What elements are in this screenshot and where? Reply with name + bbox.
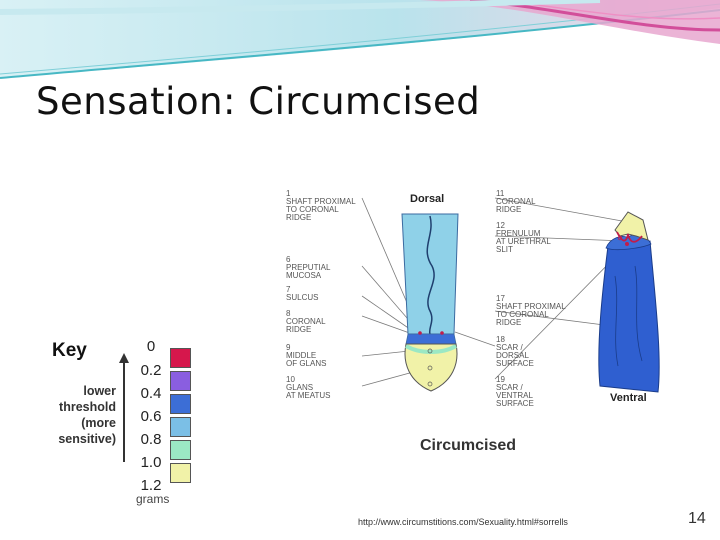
key-swatch — [170, 463, 191, 483]
key-tick: 0.2 — [140, 362, 162, 379]
key-swatch — [170, 417, 191, 437]
dorsal-view — [401, 213, 459, 392]
dorsal-label: Dorsal — [410, 193, 444, 205]
diagram-caption: Circumcised — [420, 437, 516, 454]
arrow-shaft — [123, 362, 125, 462]
label-7: 7 SULCUS — [286, 285, 318, 302]
key-note-line: sensitive) — [58, 432, 116, 446]
key-unit: grams — [136, 492, 170, 506]
key-swatch — [170, 371, 191, 391]
key-tick: 1.2 — [140, 477, 162, 494]
key-swatch — [170, 348, 191, 368]
key-swatch — [170, 394, 191, 414]
label-1: 1 SHAFT PROXIMAL TO CORONAL RIDGE — [286, 189, 356, 222]
label-6: 6 PREPUTIAL MUCOSA — [286, 255, 331, 280]
key-tick: 1.0 — [140, 454, 162, 471]
label-17: 17 SHAFT PROXIMAL TO CORONAL RIDGE — [496, 294, 566, 327]
arrow-up-icon — [119, 353, 129, 363]
slide-title: Sensation: Circumcised — [36, 80, 481, 123]
key-title: Key — [52, 340, 87, 361]
label-10: 10 GLANS AT MEATUS — [286, 375, 330, 400]
label-12: 12 FRENULUM AT URETHRAL SLIT — [496, 221, 551, 254]
key-note-line: lower — [83, 384, 116, 398]
leader-lines-right — [454, 197, 627, 380]
key-tick: 0 — [146, 338, 156, 355]
key-tick: 0.8 — [140, 431, 162, 448]
header-banner — [0, 0, 720, 79]
source-url: http://www.circumstitions.com/Sexuality.… — [358, 517, 568, 527]
ventral-view — [598, 211, 660, 393]
label-9: 9 MIDDLE OF GLANS — [286, 343, 326, 368]
label-8: 8 CORONAL RIDGE — [286, 309, 326, 334]
key-note-line: (more — [81, 416, 116, 430]
key-note: lower threshold (more sensitive) — [46, 383, 116, 447]
page-number: 14 — [688, 510, 706, 527]
key-note-line: threshold — [59, 400, 116, 414]
key-swatch — [170, 440, 191, 460]
ventral-label: Ventral — [610, 392, 647, 404]
sensitivity-diagram: 1 SHAFT PROXIMAL TO CORONAL RIDGE 6 PREPUTIA… — [286, 189, 660, 454]
key-tick: 0.6 — [140, 408, 162, 425]
key-tick: 0.4 — [140, 385, 162, 402]
label-19: 19 SCAR / VENTRAL SURFACE — [496, 375, 534, 408]
label-18: 18 SCAR / DORSAL SURFACE — [496, 335, 534, 368]
label-11: 11 CORONAL RIDGE — [496, 189, 536, 214]
